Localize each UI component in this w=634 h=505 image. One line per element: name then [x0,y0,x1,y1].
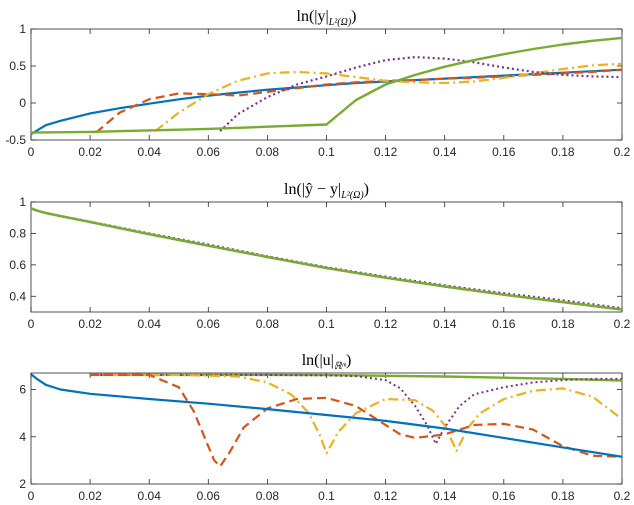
subplot-2: ln(|ŷ − y|L²(Ω)) 0 0.02 0.04 0.06 0.08 0.1 0.12… [9,181,630,331]
subplot-1: ln(|y|L²(Ω)) 0 0.02 0.04 0.06 0.08 0.1 0.12 0.14… [5,8,630,159]
y-tick-label: 4 [19,430,26,444]
subplot-title: ln(|u|ℝᵐ) [302,352,352,372]
title-subscript: L²(Ω) [340,190,364,201]
x-tick-label: 0.1 [318,145,335,159]
x-tick-label: 0.18 [551,145,575,159]
x-tick-label: 0.04 [138,489,162,503]
series-line-purple-dotted [219,55,622,132]
title-subscript: ℝᵐ [334,361,347,372]
axes-box [30,201,623,313]
x-tick-label: 0 [28,145,35,159]
x-tick-label: 0.14 [433,489,457,503]
series-line-purple-dotted [90,373,622,445]
title-close: ) [346,352,351,369]
x-tick-label: 0.18 [551,317,575,331]
y-tick-label: 0 [19,96,26,110]
x-tick-label: 0.12 [374,489,398,503]
series-group [31,373,622,468]
x-tick-label: 0.1 [318,489,335,503]
x-tick-label: 0.2 [614,317,631,331]
y-tick-label: 0.6 [9,258,26,272]
x-tick-label: 0.12 [374,317,398,331]
x-tick-label: 0.2 [614,145,631,159]
series-group [31,207,622,311]
series-line-blue [31,373,622,458]
y-tick-label: 0.8 [9,226,26,240]
x-tick-label: 0.02 [78,489,102,503]
title-main: ln(|y| [297,8,329,25]
x-tick-label: 0.08 [256,489,280,503]
x-tick-label: 0.16 [492,489,516,503]
y-tick-label: 0.4 [9,289,26,303]
x-tick-label: 0 [28,489,35,503]
axes-box [30,372,623,485]
x-tick-label: 0.14 [433,145,457,159]
title-close: ) [364,181,369,198]
x-tick-label: 0.06 [197,489,221,503]
y-tick-label: 1 [19,22,26,36]
subplot-3: ln(|u|ℝᵐ) 0 0.02 0.04 0.06 0.08 0.1 0.12 0.14 0.1… [19,352,630,503]
series-group [31,36,622,136]
y-tick-label: 0.5 [9,59,26,73]
x-tick-label: 0.04 [138,317,162,331]
x-tick-label: 0.1 [318,317,335,331]
title-main: ln(|ŷ − y| [284,181,341,198]
series-line-red-dashed [95,68,622,134]
subplot-title: ln(|ŷ − y|L²(Ω)) [284,181,369,201]
series-line-yellow-dashdot [90,373,622,455]
title-main: ln(|u| [302,352,334,369]
y-tick-label: -0.5 [5,133,26,147]
x-tick-label: 0.06 [197,317,221,331]
series-line-green [90,373,622,382]
x-tick-label: 0.2 [614,489,631,503]
x-tick-label: 0 [28,317,35,331]
x-tick-label: 0.08 [256,145,280,159]
x-tick-label: 0.06 [197,145,221,159]
x-tick-label: 0.18 [551,489,575,503]
x-tick-label: 0.02 [78,317,102,331]
title-close: ) [351,8,356,25]
y-tick-label: 2 [19,477,26,491]
series-line-green [31,36,622,134]
title-subscript: L²(Ω) [328,17,352,28]
x-tick-label: 0.14 [433,317,457,331]
x-tick-label: 0.04 [138,145,162,159]
y-tick-label: 1 [19,195,26,209]
series-line-green [31,207,622,311]
x-tick-label: 0.02 [78,145,102,159]
x-tick-label: 0.12 [374,145,398,159]
x-tick-label: 0.16 [492,145,516,159]
subplot-title: ln(|y|L²(Ω)) [297,8,357,28]
y-tick-label: 6 [19,383,26,397]
x-tick-label: 0.16 [492,317,516,331]
x-tick-label: 0.08 [256,317,280,331]
